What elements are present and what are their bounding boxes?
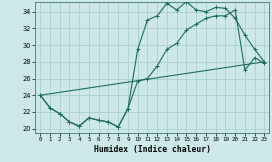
X-axis label: Humidex (Indice chaleur): Humidex (Indice chaleur) [94, 145, 211, 154]
